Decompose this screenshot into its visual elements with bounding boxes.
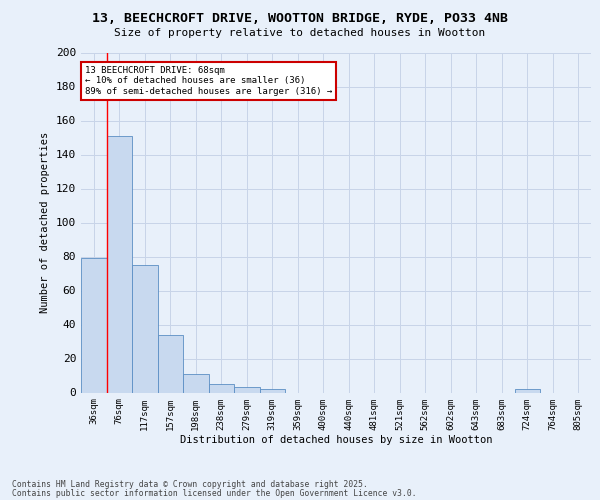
X-axis label: Distribution of detached houses by size in Wootton: Distribution of detached houses by size …	[180, 435, 492, 445]
Bar	[515, 389, 540, 392]
Bar	[183, 374, 209, 392]
Text: Size of property relative to detached houses in Wootton: Size of property relative to detached ho…	[115, 28, 485, 38]
Bar	[260, 389, 285, 392]
Text: Contains public sector information licensed under the Open Government Licence v3: Contains public sector information licen…	[12, 489, 416, 498]
Bar	[107, 136, 132, 392]
Bar	[157, 334, 183, 392]
Text: 13 BEECHCROFT DRIVE: 68sqm
← 10% of detached houses are smaller (36)
89% of semi: 13 BEECHCROFT DRIVE: 68sqm ← 10% of deta…	[85, 66, 332, 96]
Bar	[132, 265, 157, 392]
Y-axis label: Number of detached properties: Number of detached properties	[40, 132, 50, 313]
Bar	[234, 388, 260, 392]
Text: 13, BEECHCROFT DRIVE, WOOTTON BRIDGE, RYDE, PO33 4NB: 13, BEECHCROFT DRIVE, WOOTTON BRIDGE, RY…	[92, 12, 508, 26]
Bar	[81, 258, 107, 392]
Bar	[209, 384, 234, 392]
Text: Contains HM Land Registry data © Crown copyright and database right 2025.: Contains HM Land Registry data © Crown c…	[12, 480, 368, 489]
